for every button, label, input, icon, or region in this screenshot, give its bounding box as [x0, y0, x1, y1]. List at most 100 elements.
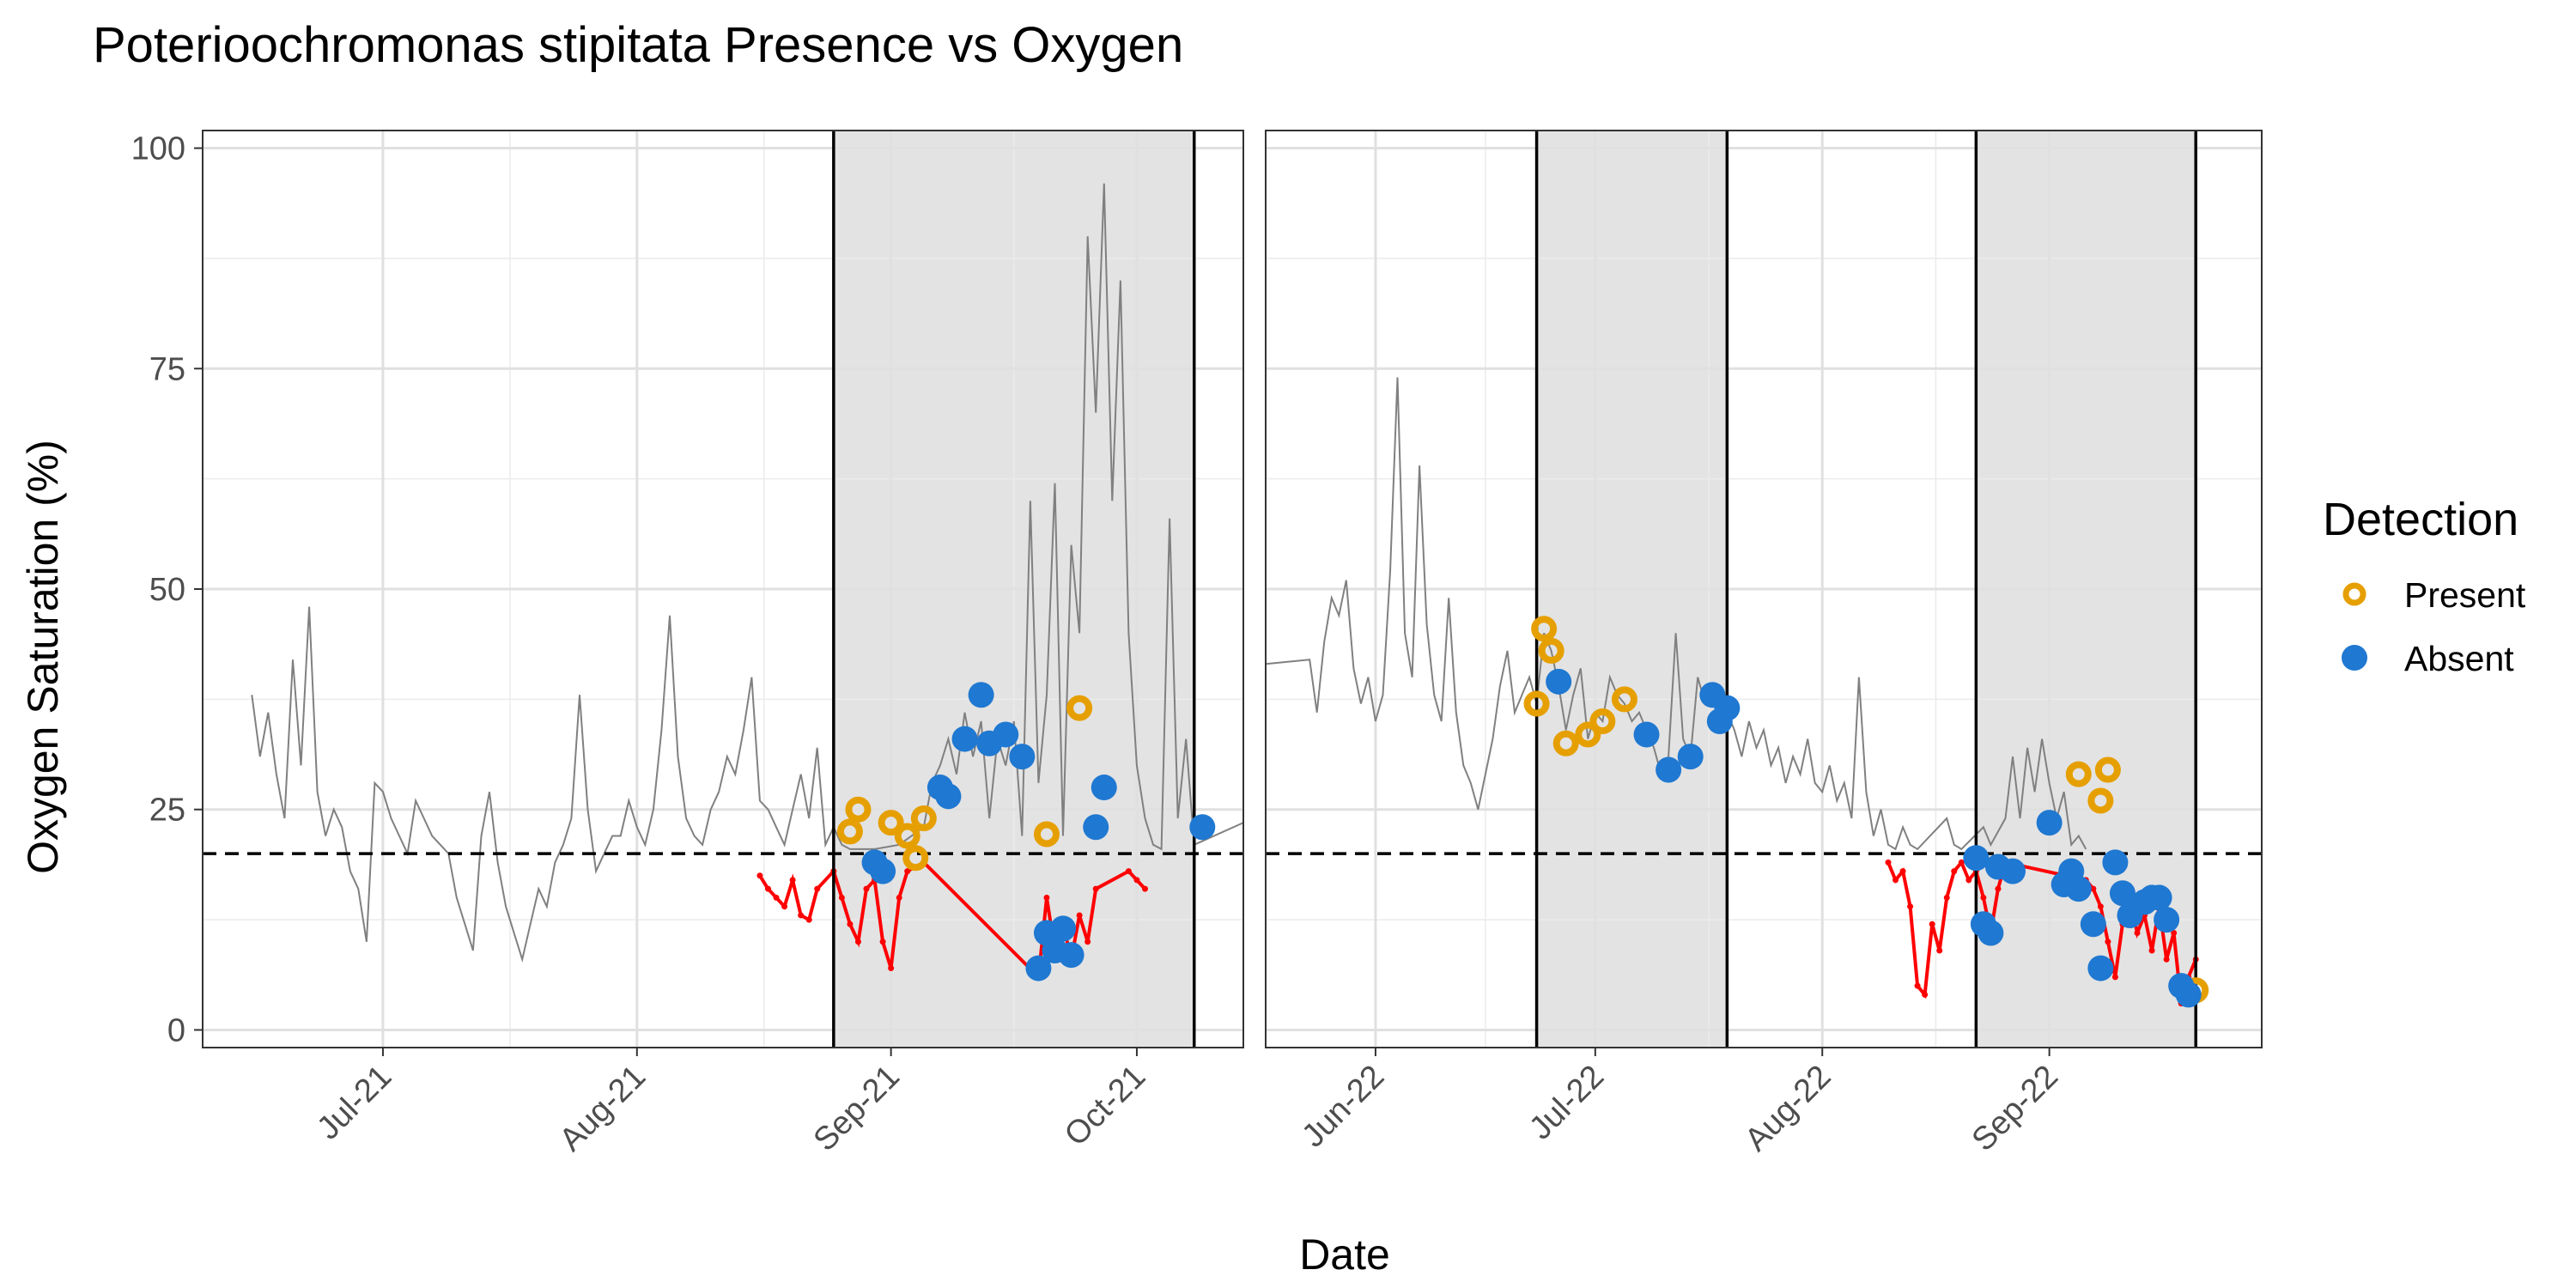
below-threshold-trace — [758, 860, 1146, 981]
below-threshold-point — [1958, 859, 1965, 866]
absent-point — [1978, 920, 2004, 946]
panel-border — [1265, 130, 2263, 1048]
present-point — [1531, 616, 1558, 642]
present-point — [845, 796, 872, 823]
absent-point — [1025, 955, 1052, 981]
below-threshold-point — [1995, 885, 2002, 892]
below-threshold-point — [756, 872, 763, 879]
x-tick-label: Aug-22 — [1738, 1059, 1838, 1158]
panel-2021: Jul-21 Aug-21 Sep-21 Oct-21 — [202, 130, 1244, 1158]
present-point — [1575, 721, 1601, 748]
absent-point — [1633, 721, 1660, 748]
absent-point — [2036, 810, 2063, 836]
below-threshold-point — [2148, 947, 2155, 954]
present-point — [1066, 695, 1093, 721]
absent-point — [1058, 942, 1084, 969]
x-tick-label: Jul-22 — [1522, 1059, 1611, 1147]
below-threshold-point — [1885, 859, 1892, 866]
y-tick-label: 0 — [167, 1012, 185, 1048]
below-threshold-point — [838, 894, 845, 901]
below-threshold-point — [904, 868, 911, 875]
below-threshold-point — [1951, 868, 1958, 875]
present-point — [1538, 637, 1564, 664]
below-threshold-point — [789, 877, 796, 884]
below-threshold-point — [1076, 912, 1083, 919]
absent-point — [1009, 744, 1036, 770]
present-point — [910, 805, 937, 831]
below-threshold-point — [2097, 903, 2104, 910]
below-threshold-point — [2163, 956, 2170, 963]
legend: Detection Present Absent — [2323, 494, 2526, 678]
x-tick-label: Aug-21 — [553, 1059, 653, 1158]
below-threshold-point — [1907, 903, 1914, 910]
present-point — [2065, 761, 2092, 787]
absent-point — [935, 783, 962, 810]
legend-present-marker — [2342, 582, 2366, 606]
below-threshold-point — [1893, 877, 1899, 884]
absent-point — [993, 721, 1019, 748]
present-point — [878, 810, 904, 836]
present-point — [1033, 821, 1060, 848]
below-threshold-point — [1936, 947, 1943, 954]
present-point — [1589, 708, 1616, 735]
below-threshold-point — [1043, 894, 1050, 901]
absent-point — [2146, 884, 2172, 911]
panel-2022: Jun-22 Jul-22 Aug-22 Sep-22 — [1265, 130, 2263, 1158]
x-tick-label: Jul-21 — [310, 1059, 398, 1147]
absent-point — [1189, 814, 1216, 841]
absent-point — [1963, 845, 1990, 872]
below-threshold-point — [814, 885, 821, 892]
absent-point — [1546, 668, 1572, 695]
below-threshold-point — [1092, 885, 1099, 892]
absent-point — [2087, 955, 2114, 981]
absent-point — [1083, 814, 1109, 841]
below-threshold-point — [1899, 868, 1906, 875]
below-threshold-point — [854, 939, 861, 945]
below-threshold-point — [1914, 982, 1921, 989]
x-tick-label: Sep-21 — [807, 1059, 907, 1158]
absent-point — [2154, 907, 2180, 933]
absent-point — [1091, 775, 1117, 801]
y-tick-label: 50 — [149, 572, 185, 608]
y-axis-ticks: 0 25 50 75 100 — [131, 131, 203, 1048]
present-point — [836, 818, 863, 845]
legend-title: Detection — [2323, 494, 2518, 545]
present-point — [902, 845, 929, 872]
below-threshold-point — [896, 894, 902, 901]
legend-present-label: Present — [2404, 575, 2526, 615]
absent-point — [951, 726, 978, 752]
below-threshold-point — [2105, 939, 2111, 945]
absent-point — [1714, 695, 1741, 721]
below-threshold-point — [1943, 894, 1950, 901]
below-threshold-point — [2090, 885, 2097, 892]
x-tick-label: Jun-22 — [1295, 1059, 1391, 1155]
present-point — [2087, 787, 2114, 814]
below-threshold-point — [2111, 974, 2118, 981]
below-threshold-point — [888, 965, 895, 972]
below-threshold-point — [798, 912, 805, 919]
below-threshold-point — [781, 903, 788, 910]
present-point — [1523, 690, 1550, 717]
x-tick-label: Sep-22 — [1965, 1059, 2065, 1158]
x-tick-label: Oct-21 — [1058, 1059, 1152, 1153]
absent-point — [2102, 849, 2129, 876]
below-threshold-point — [1980, 894, 1987, 901]
below-threshold-point — [1133, 877, 1140, 884]
below-threshold-point — [805, 916, 812, 923]
below-threshold-point — [1141, 885, 1148, 892]
below-threshold-point — [1929, 920, 1935, 927]
below-threshold-point — [764, 885, 771, 892]
present-point — [1611, 686, 1637, 713]
absent-point — [1050, 915, 1077, 942]
oxygen-trace-line — [251, 183, 1244, 963]
below-threshold-point — [1125, 868, 1132, 875]
absent-point — [2000, 858, 2026, 884]
y-tick-label: 75 — [149, 351, 185, 387]
below-threshold-point — [847, 920, 854, 927]
below-threshold-point — [1922, 991, 1929, 998]
below-threshold-point — [879, 939, 886, 945]
present-point — [2094, 756, 2121, 783]
below-threshold-point — [1965, 877, 1972, 884]
absent-point — [2065, 876, 2092, 902]
absent-point — [1656, 756, 1682, 783]
